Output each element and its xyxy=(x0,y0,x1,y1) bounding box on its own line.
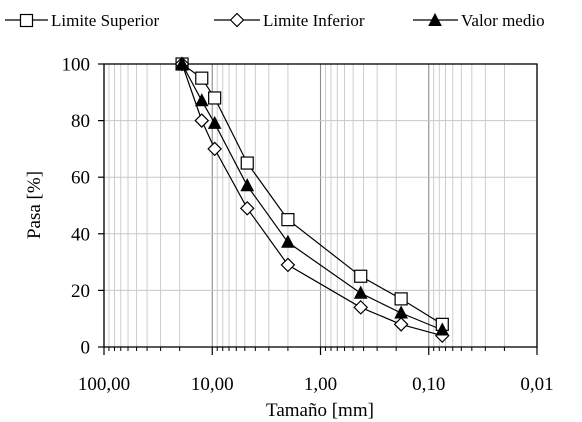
y-axis-title: Pasa [%] xyxy=(24,171,45,239)
diamond-marker xyxy=(194,113,210,128)
x-tick-label: 100,00 xyxy=(78,374,130,395)
square-marker xyxy=(281,213,295,227)
diamond-marker xyxy=(239,200,255,216)
triangle-marker xyxy=(281,234,295,248)
square-marker xyxy=(354,269,368,283)
square-marker xyxy=(240,156,254,170)
diamond-marker xyxy=(393,317,409,332)
square-marker xyxy=(195,71,209,85)
legend-marker-square xyxy=(19,13,34,28)
legend-item-upper: Limite Superior xyxy=(5,11,159,30)
y-tick-label: 40 xyxy=(71,224,90,245)
legend-marker-triangle xyxy=(428,12,442,26)
triangle-marker xyxy=(194,93,209,107)
x-tick-label: 1,00 xyxy=(304,374,337,395)
legend-label-upper: Limite Superior xyxy=(51,11,159,30)
triangle-marker xyxy=(240,178,255,192)
legend-label-mean: Valor medio xyxy=(461,11,545,30)
y-tick-label: 0 xyxy=(81,338,91,359)
square-marker xyxy=(208,91,222,105)
x-tick-label: 0,01 xyxy=(520,374,553,395)
x-tick-label: 0,10 xyxy=(412,374,445,395)
triangle-marker xyxy=(175,56,189,70)
x-tick-label: 10,00 xyxy=(191,374,234,395)
triangle-marker xyxy=(207,115,222,129)
legend-marker-diamond xyxy=(229,12,245,28)
y-tick-label: 60 xyxy=(71,168,90,189)
y-tick-label: 80 xyxy=(71,111,90,132)
triangle-marker xyxy=(353,285,368,299)
legend: Limite Superior Limite Inferior Valor me… xyxy=(5,11,545,30)
diamond-marker xyxy=(280,257,296,273)
triangle-marker xyxy=(435,322,450,336)
y-tick-label: 100 xyxy=(62,55,91,76)
axes: 100,00 10,00 1,00 0,10 0,01 0 20 40 60 80 100 xyxy=(62,55,554,396)
square-marker xyxy=(394,292,408,306)
y-tick-label: 20 xyxy=(71,281,90,302)
diamond-marker xyxy=(353,300,369,315)
series xyxy=(174,56,450,344)
legend-item-mean: Valor medio xyxy=(413,11,545,30)
x-axis-title: Tamaño [mm] xyxy=(266,400,374,421)
legend-item-lower: Limite Inferior xyxy=(214,11,365,30)
triangle-marker xyxy=(394,305,408,319)
legend-label-lower: Limite Inferior xyxy=(263,11,365,30)
grid xyxy=(103,63,538,348)
diamond-marker xyxy=(207,141,223,157)
